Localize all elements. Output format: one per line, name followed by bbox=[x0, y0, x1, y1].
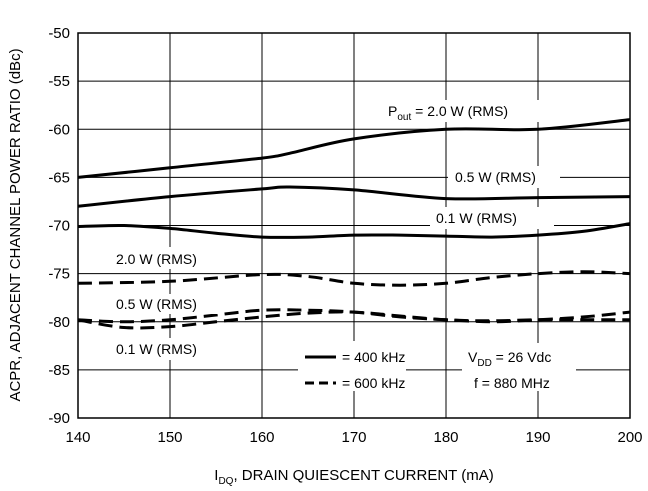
y-tick--65: -65 bbox=[48, 169, 70, 186]
dashed-05-label-bg bbox=[112, 294, 220, 314]
legend-bg bbox=[298, 341, 406, 391]
legend-600khz: = 600 kHz bbox=[342, 375, 405, 391]
series-lines bbox=[77, 118, 631, 330]
legend: = 400 kHz = 600 kHz bbox=[298, 341, 406, 391]
label-solid-05w: 0.5 W (RMS) bbox=[455, 169, 536, 185]
series-line-600khz-3 bbox=[77, 270, 631, 287]
plot-frame bbox=[77, 32, 631, 419]
freq-condition: f = 880 MHz bbox=[474, 375, 550, 391]
conditions: VDD = 26 Vdc f = 880 MHz bbox=[462, 343, 576, 391]
label-dashed-2w: 2.0 W (RMS) bbox=[116, 251, 197, 267]
solid-05-label-bg bbox=[448, 166, 560, 188]
y-tick--50: -50 bbox=[48, 25, 70, 42]
y-tick-labels: -50 -55 -60 -65 -70 -75 -80 -85 -90 bbox=[48, 25, 70, 427]
conditions-bg bbox=[462, 343, 576, 391]
x-tick-180: 180 bbox=[433, 429, 458, 446]
x-tick-160: 160 bbox=[249, 429, 274, 446]
x-tick-190: 190 bbox=[525, 429, 550, 446]
y-tick--90: -90 bbox=[48, 410, 70, 427]
series-line-400khz-0 bbox=[77, 118, 631, 179]
label-dashed-01w: 0.1 W (RMS) bbox=[116, 341, 197, 357]
pout-label-bg bbox=[385, 100, 555, 122]
x-tick-150: 150 bbox=[157, 429, 182, 446]
x-tick-170: 170 bbox=[341, 429, 366, 446]
y-tick--75: -75 bbox=[48, 266, 70, 283]
x-tick-200: 200 bbox=[617, 429, 642, 446]
y-tick--80: -80 bbox=[48, 314, 70, 331]
series-line-400khz-2 bbox=[77, 222, 631, 239]
dashed-01-label-bg bbox=[112, 338, 218, 360]
y-tick--60: -60 bbox=[48, 121, 70, 138]
x-tick-labels: 140 150 160 170 180 190 200 bbox=[65, 429, 642, 446]
y-axis-label: ACPR, ADJACENT CHANNEL POWER RATIO (dBc) bbox=[7, 48, 24, 401]
label-solid-01w: 0.1 W (RMS) bbox=[436, 210, 517, 226]
y-tick--55: -55 bbox=[48, 73, 70, 90]
legend-400khz: = 400 kHz bbox=[342, 349, 405, 365]
series-line-600khz-5 bbox=[77, 310, 630, 330]
dashed-20-label-bg bbox=[110, 247, 218, 269]
label-dashed-05w: 0.5 W (RMS) bbox=[116, 296, 197, 312]
y-tick--70: -70 bbox=[48, 218, 70, 235]
series-line-400khz-1 bbox=[77, 185, 631, 208]
solid-01-label-bg bbox=[430, 207, 554, 229]
y-tick--85: -85 bbox=[48, 362, 70, 379]
label-solid-2w: Pout = 2.0 W (RMS) bbox=[388, 103, 508, 123]
x-tick-140: 140 bbox=[65, 429, 90, 446]
vdd-condition: VDD = 26 Vdc bbox=[468, 349, 551, 369]
x-axis-label: IDQ, DRAIN QUIESCENT CURRENT (mA) bbox=[214, 467, 493, 487]
